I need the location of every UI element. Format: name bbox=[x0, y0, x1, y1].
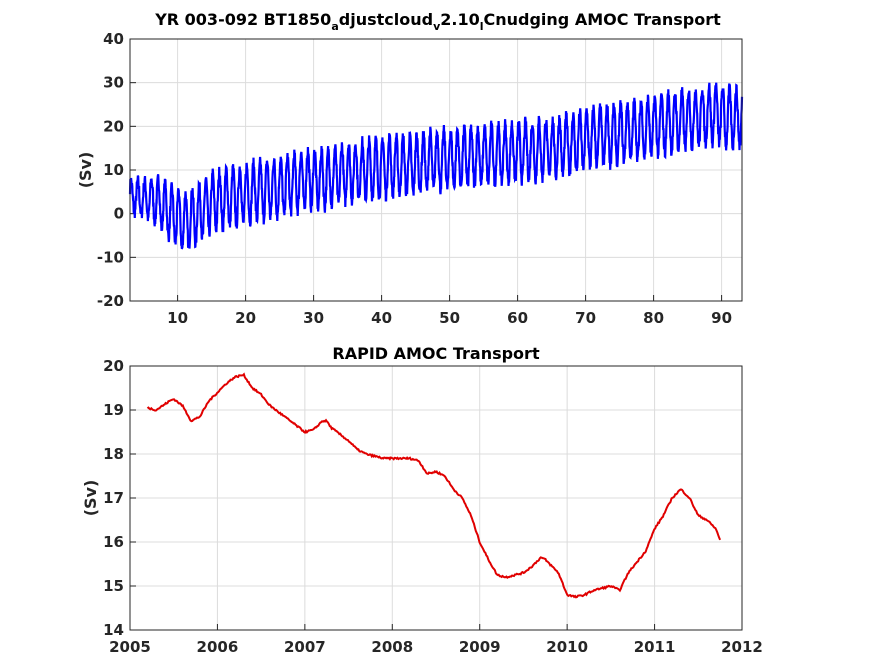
bottom-y-tick-label: 16 bbox=[103, 533, 124, 551]
bottom-chart: RAPID AMOC Transport (Sv) 2005 2006 2007 20… bbox=[81, 344, 763, 656]
bottom-x-tick-label: 2005 bbox=[109, 638, 151, 656]
top-x-tick-label: 10 bbox=[167, 309, 188, 327]
top-plot-frame bbox=[129, 38, 743, 302]
top-x-tick-label: 60 bbox=[507, 309, 528, 327]
top-chart: YR 003-092 BT1850adjustcloudv2.10lCnudgi… bbox=[76, 10, 744, 327]
top-x-tick-label: 40 bbox=[371, 309, 392, 327]
top-tick-labels: 10 20 30 40 50 60 70 80 90 -20 -10 0 10 20 30 40 bbox=[97, 30, 732, 327]
bottom-y-tick-label: 17 bbox=[103, 489, 124, 507]
top-x-tick-label: 90 bbox=[711, 309, 732, 327]
top-y-tick-label: -20 bbox=[97, 292, 124, 310]
bottom-y-tick-label: 18 bbox=[103, 445, 124, 463]
bottom-x-tick-label: 2008 bbox=[371, 638, 413, 656]
bottom-x-tick-label: 2009 bbox=[459, 638, 501, 656]
top-y-tick-label: -10 bbox=[97, 248, 124, 266]
top-series-line bbox=[128, 82, 744, 250]
top-y-tick-label: 30 bbox=[103, 74, 124, 92]
bottom-x-tick-label: 2006 bbox=[197, 638, 239, 656]
bottom-y-tick-label: 20 bbox=[103, 357, 124, 375]
bottom-y-axis-label: (Sv) bbox=[81, 480, 100, 517]
top-x-tick-label: 30 bbox=[303, 309, 324, 327]
top-y-tick-label: 40 bbox=[103, 30, 124, 48]
bottom-x-tick-label: 2012 bbox=[721, 638, 763, 656]
bottom-y-tick-label: 15 bbox=[103, 577, 124, 595]
top-y-tick-label: 20 bbox=[103, 117, 124, 135]
bottom-x-tick-label: 2010 bbox=[546, 638, 588, 656]
bottom-y-tick-label: 19 bbox=[103, 401, 124, 419]
top-x-tick-label: 20 bbox=[235, 309, 256, 327]
bottom-tick-labels: 2005 2006 2007 2008 2009 2010 2011 2012 14 15 16 17… bbox=[103, 357, 763, 656]
bottom-series-line bbox=[146, 372, 722, 599]
bottom-x-tick-label: 2011 bbox=[634, 638, 676, 656]
top-chart-title: YR 003-092 BT1850adjustcloudv2.10lCnudgi… bbox=[154, 10, 721, 33]
bottom-grid bbox=[129, 365, 743, 631]
top-y-tick-label: 10 bbox=[103, 161, 124, 179]
top-y-tick-label: 0 bbox=[114, 205, 124, 223]
top-y-axis-label: (Sv) bbox=[76, 152, 95, 189]
bottom-x-tick-label: 2007 bbox=[284, 638, 326, 656]
top-x-tick-label: 70 bbox=[575, 309, 596, 327]
bottom-plot-frame bbox=[129, 365, 743, 631]
bottom-chart-title: RAPID AMOC Transport bbox=[332, 344, 540, 363]
top-x-tick-label: 50 bbox=[439, 309, 460, 327]
bottom-y-tick-label: 14 bbox=[103, 621, 124, 639]
top-x-tick-label: 80 bbox=[643, 309, 664, 327]
